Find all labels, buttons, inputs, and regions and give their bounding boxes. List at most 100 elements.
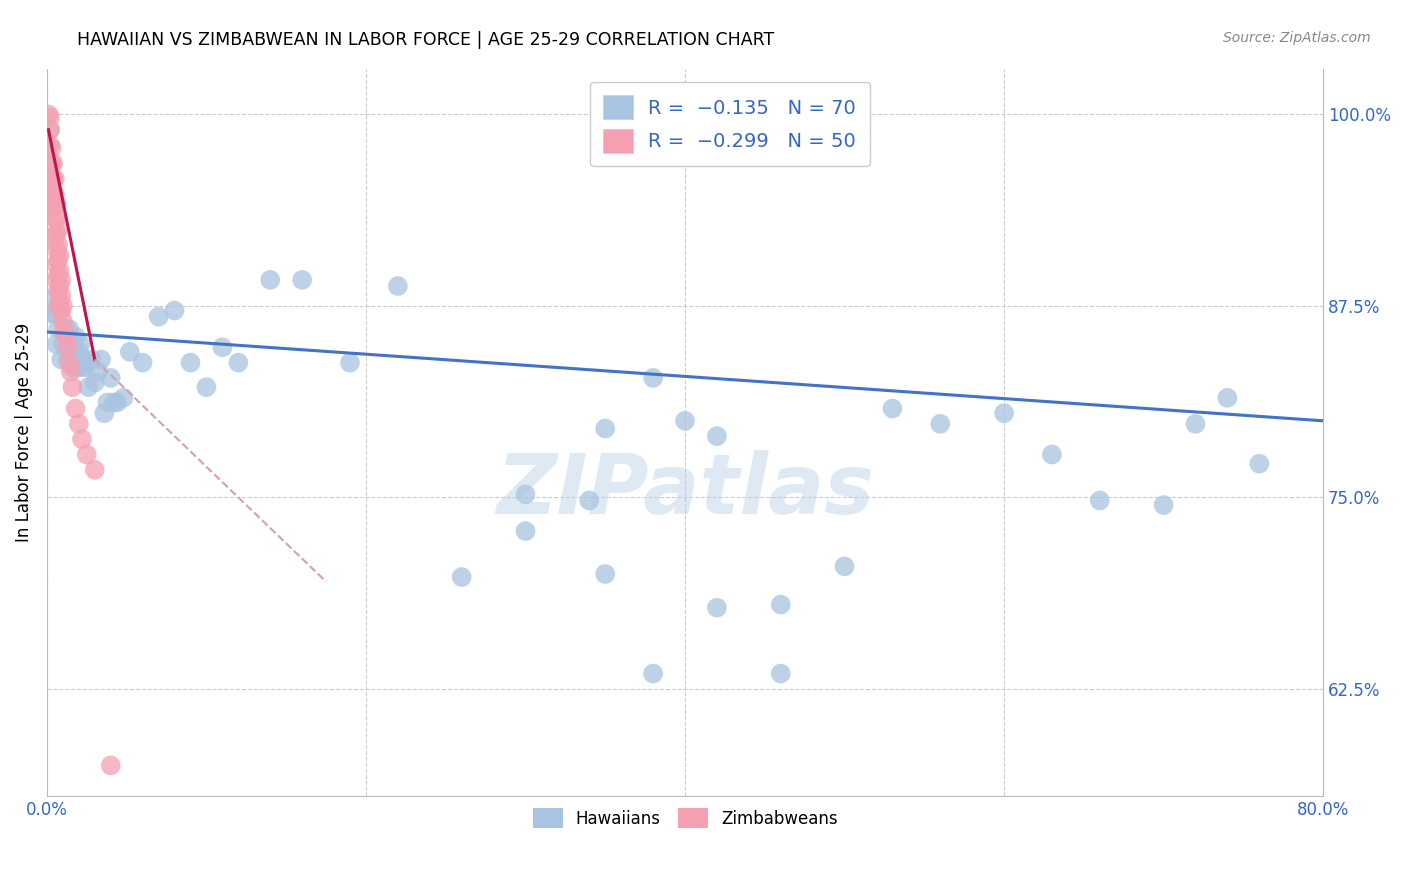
Point <box>291 273 314 287</box>
Point <box>62 380 84 394</box>
Point <box>46 222 69 236</box>
Point <box>59 365 82 379</box>
Point <box>100 371 122 385</box>
Point <box>45 337 67 351</box>
Point <box>105 395 128 409</box>
Point <box>769 666 792 681</box>
Point <box>48 279 70 293</box>
Point <box>59 329 82 343</box>
Point <box>339 356 361 370</box>
Point <box>45 196 67 211</box>
Point <box>39 138 62 153</box>
Point <box>673 414 696 428</box>
Point <box>72 352 94 367</box>
Point <box>70 360 93 375</box>
Point <box>112 391 135 405</box>
Point <box>48 263 70 277</box>
Point <box>1088 493 1111 508</box>
Point <box>42 156 65 170</box>
Point <box>52 299 75 313</box>
Point <box>51 273 73 287</box>
Text: Source: ZipAtlas.com: Source: ZipAtlas.com <box>1223 31 1371 45</box>
Point <box>163 303 186 318</box>
Text: ZIPatlas: ZIPatlas <box>496 450 875 531</box>
Point <box>578 493 600 508</box>
Point <box>65 401 87 416</box>
Point <box>45 273 67 287</box>
Point <box>55 329 77 343</box>
Point <box>83 376 105 390</box>
Point <box>450 570 472 584</box>
Point <box>259 273 281 287</box>
Point <box>41 141 63 155</box>
Point <box>46 268 69 283</box>
Point <box>41 171 63 186</box>
Point <box>834 559 856 574</box>
Point <box>100 758 122 772</box>
Point <box>56 340 79 354</box>
Point <box>51 288 73 302</box>
Point <box>42 171 65 186</box>
Point <box>387 279 409 293</box>
Point <box>76 448 98 462</box>
Point <box>69 337 91 351</box>
Point <box>56 352 79 367</box>
Point <box>593 421 616 435</box>
Point <box>1216 391 1239 405</box>
Point <box>70 432 93 446</box>
Point <box>515 487 537 501</box>
Point <box>42 199 65 213</box>
Point <box>211 340 233 354</box>
Point <box>52 337 75 351</box>
Point <box>52 314 75 328</box>
Point <box>65 329 87 343</box>
Point <box>195 380 218 394</box>
Point <box>37 107 59 121</box>
Point <box>93 406 115 420</box>
Point <box>53 322 76 336</box>
Point <box>929 417 952 431</box>
Legend: Hawaiians, Zimbabweans: Hawaiians, Zimbabweans <box>526 801 844 835</box>
Point <box>58 322 80 336</box>
Point <box>44 187 66 202</box>
Point <box>46 252 69 267</box>
Point <box>44 199 66 213</box>
Point <box>1184 417 1206 431</box>
Point <box>53 325 76 339</box>
Point <box>62 360 84 375</box>
Point <box>45 258 67 272</box>
Point <box>42 187 65 202</box>
Point <box>41 307 63 321</box>
Point <box>42 291 65 305</box>
Point <box>51 303 73 318</box>
Point <box>90 352 112 367</box>
Point <box>76 356 98 370</box>
Point <box>48 248 70 262</box>
Point <box>706 600 728 615</box>
Point <box>44 307 66 321</box>
Point <box>179 356 201 370</box>
Point <box>118 344 141 359</box>
Point <box>593 566 616 581</box>
Point <box>45 211 67 226</box>
Point <box>148 310 170 324</box>
Point <box>67 344 90 359</box>
Point <box>1249 457 1271 471</box>
Point <box>44 171 66 186</box>
Point <box>48 294 70 309</box>
Point <box>80 352 103 367</box>
Point <box>45 227 67 241</box>
Point <box>39 123 62 137</box>
Point <box>131 356 153 370</box>
Point <box>228 356 250 370</box>
Point <box>39 111 62 125</box>
Point <box>63 344 86 359</box>
Point <box>96 395 118 409</box>
Point <box>643 371 665 385</box>
Point <box>41 156 63 170</box>
Point <box>993 406 1015 420</box>
Point <box>58 356 80 370</box>
Point <box>46 322 69 336</box>
Point <box>77 380 100 394</box>
Point <box>75 360 97 375</box>
